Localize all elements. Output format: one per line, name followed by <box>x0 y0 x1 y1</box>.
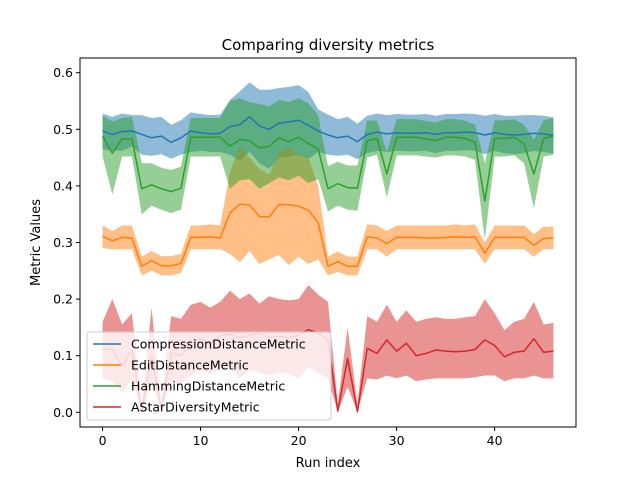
compressiondistancemetric-legend-label: CompressionDistanceMetric <box>131 337 306 352</box>
x-tick-label: 0 <box>99 433 107 448</box>
y-tick-label: 0.1 <box>53 348 73 363</box>
hammingdistancemetric-legend-label: HammingDistanceMetric <box>131 379 285 394</box>
y-axis-label: Metric Values <box>29 199 44 286</box>
astardiversitymetric-legend-label: AStarDiversityMetric <box>131 400 260 415</box>
y-tick-label: 0.0 <box>53 405 73 420</box>
y-tick-label: 0.2 <box>53 292 73 307</box>
y-tick-label: 0.5 <box>53 122 73 137</box>
editdistancemetric-band <box>102 146 554 276</box>
x-axis: 0 10 20 30 40 <box>99 427 503 448</box>
y-tick-label: 0.3 <box>53 235 73 250</box>
x-tick-label: 30 <box>389 433 405 448</box>
x-tick-label: 10 <box>193 433 209 448</box>
legend: CompressionDistanceMetric EditDistanceMet… <box>86 331 332 421</box>
compressiondistancemetric-line <box>102 116 554 144</box>
y-axis: 0.0 0.1 0.2 0.3 0.4 0.5 0.6 <box>53 65 80 420</box>
editdistancemetric-legend-label: EditDistanceMetric <box>131 358 249 373</box>
legend-box <box>86 331 332 421</box>
y-tick-label: 0.6 <box>53 65 73 80</box>
y-tick-label: 0.4 <box>53 178 73 193</box>
hammingdistancemetric-line <box>101 135 554 202</box>
x-tick-label: 40 <box>487 433 503 448</box>
x-tick-label: 20 <box>291 433 307 448</box>
x-axis-label: Run index <box>296 456 361 471</box>
chart-title: Comparing diversity metrics <box>222 36 435 54</box>
editdistancemetric-line <box>102 203 554 268</box>
